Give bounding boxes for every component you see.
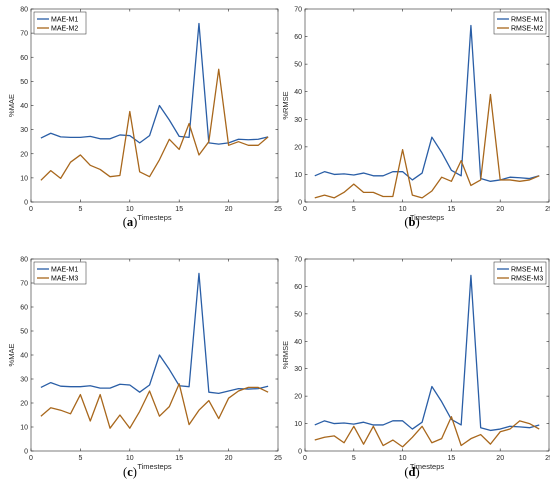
- x-tick-label: 5: [352, 455, 356, 462]
- series-line-mae-m1: [41, 273, 268, 393]
- y-tick-label: 60: [20, 305, 28, 312]
- legend-label: MAE-M2: [51, 26, 78, 33]
- y-tick-label: 70: [20, 31, 28, 38]
- panel-caption: (c): [123, 465, 137, 479]
- y-tick-label: 70: [294, 7, 302, 14]
- x-tick-label: 0: [29, 455, 33, 462]
- y-tick-label: 30: [20, 127, 28, 134]
- y-tick-label: 20: [20, 151, 28, 158]
- series-line-rmse-m2: [315, 94, 539, 197]
- x-tick-label: 20: [496, 455, 504, 462]
- x-tick-label: 25: [274, 455, 282, 462]
- x-tick-label: 10: [126, 455, 134, 462]
- legend-label: MAE-M1: [51, 17, 78, 24]
- y-tick-label: 60: [294, 34, 302, 41]
- y-tick-label: 30: [294, 366, 302, 373]
- series-line-rmse-m3: [315, 417, 539, 447]
- y-axis-label: %RMSE: [281, 91, 290, 119]
- y-tick-label: 40: [20, 103, 28, 110]
- x-tick-label: 25: [274, 206, 282, 213]
- y-tick-label: 40: [294, 89, 302, 96]
- y-tick-label: 20: [20, 401, 28, 408]
- y-tick-label: 70: [294, 257, 302, 264]
- panel-caption: (d): [404, 465, 419, 479]
- plot-area-frame: [31, 9, 278, 202]
- y-tick-label: 30: [294, 117, 302, 124]
- plot-area-frame: [305, 9, 549, 202]
- y-tick-label: 50: [294, 62, 302, 69]
- legend-label: RMSE-M1: [511, 17, 543, 24]
- plot-area-frame: [31, 259, 278, 451]
- y-axis-label: %MAE: [7, 344, 16, 367]
- legend-label: MAE-M1: [51, 267, 78, 274]
- x-tick-label: 5: [352, 206, 356, 213]
- series-line-mae-m1: [41, 23, 268, 144]
- y-tick-label: 70: [20, 281, 28, 288]
- x-tick-label: 25: [545, 206, 550, 213]
- x-tick-label: 15: [448, 206, 456, 213]
- panel-caption: (a): [123, 215, 138, 229]
- chart-panel-b: 0102030405060700510152025Timesteps%RMSER…: [281, 7, 550, 230]
- y-tick-label: 30: [20, 377, 28, 384]
- y-tick-label: 50: [294, 311, 302, 318]
- y-axis-label: %MAE: [7, 94, 16, 117]
- x-tick-label: 20: [225, 206, 233, 213]
- y-tick-label: 80: [20, 257, 28, 264]
- y-tick-label: 60: [294, 284, 302, 291]
- panel-caption: (b): [404, 215, 419, 229]
- plot-area-frame: [305, 259, 549, 451]
- x-tick-label: 10: [126, 206, 134, 213]
- x-tick-label: 20: [225, 455, 233, 462]
- x-tick-label: 10: [399, 455, 407, 462]
- chart-panel-a: 0 10 20 30 40 50 60 70 80 0 5 10 15 20 25 Timesteps %MAE…: [7, 7, 282, 230]
- y-tick-label: 80: [20, 7, 28, 14]
- x-tick-label: 15: [175, 206, 183, 213]
- series-line-rmse-m1: [315, 26, 539, 182]
- y-axis-label: %RMSE: [281, 341, 290, 369]
- y-tick-label: 10: [294, 421, 302, 428]
- y-tick-label: 60: [20, 55, 28, 62]
- x-tick-label: 15: [175, 455, 183, 462]
- y-tick-label: 0: [298, 200, 302, 207]
- legend-label: RMSE-M1: [511, 267, 543, 274]
- y-tick-label: 50: [20, 329, 28, 336]
- legend-label: RMSE-M2: [511, 26, 543, 33]
- x-tick-label: 0: [303, 206, 307, 213]
- legend-label: MAE-M3: [51, 276, 78, 283]
- x-tick-label: 10: [399, 206, 407, 213]
- x-tick-label: 5: [78, 206, 82, 213]
- x-axis-label: Timesteps: [137, 213, 172, 222]
- x-tick-label: 25: [545, 455, 550, 462]
- x-tick-label: 0: [303, 455, 307, 462]
- y-tick-label: 40: [20, 353, 28, 360]
- y-tick-label: 0: [24, 200, 28, 207]
- y-tick-label: 0: [24, 449, 28, 456]
- y-tick-label: 0: [298, 449, 302, 456]
- y-tick-label: 10: [20, 175, 28, 182]
- x-tick-label: 15: [448, 455, 456, 462]
- series-line-rmse-m1: [315, 275, 539, 430]
- y-tick-label: 10: [20, 425, 28, 432]
- y-tick-label: 40: [294, 339, 302, 346]
- y-tick-label: 50: [20, 79, 28, 86]
- series-line-mae-m3: [41, 384, 268, 428]
- x-axis-label: Timesteps: [137, 462, 172, 471]
- x-tick-label: 20: [496, 206, 504, 213]
- chart-panel-c: 0 10 20 30 40 50 60 70 80 0 5 10 15 20 25 Timesteps %MAE…: [7, 257, 282, 480]
- y-tick-label: 20: [294, 144, 302, 151]
- legend-label: RMSE-M3: [511, 276, 543, 283]
- y-tick-label: 10: [294, 172, 302, 179]
- chart-panel-d: 0102030405060700510152025Timesteps%RMSER…: [281, 257, 550, 480]
- x-tick-label: 5: [78, 455, 82, 462]
- x-tick-label: 0: [29, 206, 33, 213]
- y-tick-label: 20: [294, 394, 302, 401]
- series-line-mae-m2: [41, 69, 268, 180]
